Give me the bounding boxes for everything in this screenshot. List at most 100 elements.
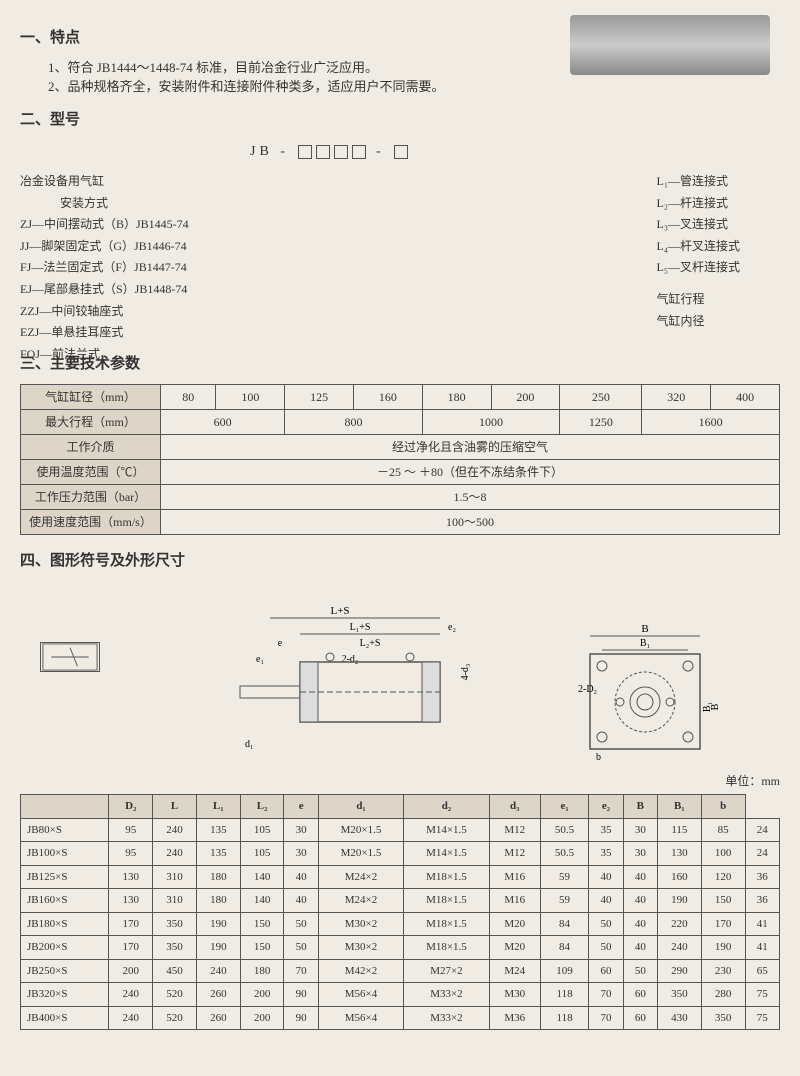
table-cell: 310 bbox=[153, 865, 197, 889]
table-cell: 70 bbox=[589, 983, 623, 1007]
table-cell: 24 bbox=[745, 818, 779, 842]
table-header-cell: D₂ bbox=[109, 795, 153, 819]
table-cell: 118 bbox=[540, 1006, 589, 1030]
table-cell: 520 bbox=[153, 983, 197, 1007]
svg-text:b: b bbox=[596, 752, 601, 762]
table-cell: 150 bbox=[701, 889, 745, 913]
table-cell: 190 bbox=[701, 936, 745, 960]
table-cell: M24×2 bbox=[318, 865, 403, 889]
table-cell: M56×4 bbox=[318, 1006, 403, 1030]
table-cell: 70 bbox=[284, 959, 318, 983]
table-cell: M33×2 bbox=[404, 1006, 489, 1030]
spec-value: 125 bbox=[285, 384, 354, 409]
table-cell: JB320×S bbox=[21, 983, 109, 1007]
table-cell: 170 bbox=[109, 912, 153, 936]
table-cell: 40 bbox=[623, 912, 657, 936]
table-cell: 150 bbox=[240, 912, 284, 936]
model-code-pattern: JB - - bbox=[250, 141, 410, 162]
model-def: JJ—脚架固定式（G）JB1446-74 bbox=[20, 236, 189, 258]
table-cell: 40 bbox=[284, 889, 318, 913]
svg-text:e₁: e₁ bbox=[256, 654, 264, 665]
table-cell: 240 bbox=[657, 936, 701, 960]
table-cell: 50 bbox=[589, 912, 623, 936]
model-right-definitions: L₁—管连接式 L₂—杆连接式 L₃—叉连接式 L₄—杆叉连接式 L₅—叉杆连接… bbox=[656, 171, 740, 332]
table-cell: 41 bbox=[745, 912, 779, 936]
model-def-label: 冶金设备用气缸 bbox=[20, 171, 189, 193]
table-cell: 220 bbox=[657, 912, 701, 936]
table-cell: 120 bbox=[701, 865, 745, 889]
table-cell: 450 bbox=[153, 959, 197, 983]
product-photo bbox=[570, 15, 770, 95]
table-cell: 75 bbox=[745, 1006, 779, 1030]
spec-value: 320 bbox=[642, 384, 711, 409]
table-header-cell: B₁ bbox=[657, 795, 701, 819]
model-def: EZJ—单悬挂耳座式 bbox=[20, 322, 189, 344]
spec-value: 100～500 bbox=[161, 509, 780, 534]
model-def-label: 安装方式 bbox=[20, 193, 189, 215]
table-cell: 105 bbox=[240, 818, 284, 842]
table-cell: M12 bbox=[489, 842, 540, 866]
table-header-cell: b bbox=[701, 795, 745, 819]
table-cell: JB100×S bbox=[21, 842, 109, 866]
model-def: L₃—叉连接式 bbox=[656, 214, 740, 236]
table-row: JB80×S9524013510530M20×1.5M14×1.5M1250.5… bbox=[21, 818, 780, 842]
svg-text:B₁: B₁ bbox=[640, 638, 650, 649]
table-cell: 260 bbox=[196, 983, 240, 1007]
spec-value: 400 bbox=[711, 384, 780, 409]
table-cell: 60 bbox=[623, 1006, 657, 1030]
spec-value: 160 bbox=[353, 384, 422, 409]
table-cell: 30 bbox=[284, 842, 318, 866]
table-cell: 50.5 bbox=[540, 818, 589, 842]
table-cell: 50 bbox=[284, 936, 318, 960]
table-header-cell: e₁ bbox=[540, 795, 589, 819]
table-cell: M30×2 bbox=[318, 936, 403, 960]
table-cell: JB125×S bbox=[21, 865, 109, 889]
table-cell: 59 bbox=[540, 889, 589, 913]
table-cell: 150 bbox=[240, 936, 284, 960]
table-cell: M56×4 bbox=[318, 983, 403, 1007]
spec-value: 经过净化且含油雾的压缩空气 bbox=[161, 434, 780, 459]
model-def-label: 气缸内径 bbox=[656, 311, 740, 333]
table-cell: M33×2 bbox=[404, 983, 489, 1007]
table-cell: 130 bbox=[657, 842, 701, 866]
table-cell: 180 bbox=[240, 959, 284, 983]
table-row: 使用温度范围（℃） －25 ～ ＋80（但在不冻结条件下） bbox=[21, 459, 780, 484]
table-cell: 50.5 bbox=[540, 842, 589, 866]
spec-value: 1000 bbox=[422, 409, 560, 434]
table-cell: 36 bbox=[745, 889, 779, 913]
table-cell: M20 bbox=[489, 936, 540, 960]
table-cell: 65 bbox=[745, 959, 779, 983]
spec-label: 气缸缸径（mm） bbox=[21, 384, 161, 409]
spec-value: 180 bbox=[422, 384, 491, 409]
table-cell: 118 bbox=[540, 983, 589, 1007]
svg-text:L₁+S: L₁+S bbox=[350, 622, 371, 633]
table-cell: JB400×S bbox=[21, 1006, 109, 1030]
table-cell: JB180×S bbox=[21, 912, 109, 936]
cylinder-side-drawing: L+S L₁+S L₂+S e e₁ e₂ 4-d₃ 2-d₂ d₁ bbox=[230, 602, 490, 762]
svg-text:e₂: e₂ bbox=[448, 622, 456, 633]
table-row: JB200×S17035019015050M30×2M18×1.5M208450… bbox=[21, 936, 780, 960]
table-cell: 310 bbox=[153, 889, 197, 913]
table-cell: M16 bbox=[489, 865, 540, 889]
table-row: JB250×S20045024018070M42×2M27×2M24109605… bbox=[21, 959, 780, 983]
svg-text:4-d₃: 4-d₃ bbox=[460, 664, 471, 681]
table-header-cell: L₁ bbox=[196, 795, 240, 819]
table-row: JB100×S9524013510530M20×1.5M14×1.5M1250.… bbox=[21, 842, 780, 866]
table-cell: 260 bbox=[196, 1006, 240, 1030]
svg-text:d₁: d₁ bbox=[245, 739, 254, 750]
table-cell: 130 bbox=[109, 889, 153, 913]
table-row: JB320×S24052026020090M56×4M33×2M30118706… bbox=[21, 983, 780, 1007]
svg-text:2-D₂: 2-D₂ bbox=[578, 684, 597, 695]
table-cell: 105 bbox=[240, 842, 284, 866]
table-cell: 190 bbox=[196, 936, 240, 960]
table-cell: 50 bbox=[623, 959, 657, 983]
table-cell: 115 bbox=[657, 818, 701, 842]
spec-value: 1600 bbox=[642, 409, 780, 434]
table-cell: M24×2 bbox=[318, 889, 403, 913]
table-cell: 30 bbox=[623, 818, 657, 842]
spec-value: 1.5～8 bbox=[161, 484, 780, 509]
table-cell: M36 bbox=[489, 1006, 540, 1030]
spec-label: 使用速度范围（mm/s） bbox=[21, 509, 161, 534]
table-cell: 200 bbox=[240, 1006, 284, 1030]
table-cell: 40 bbox=[623, 865, 657, 889]
